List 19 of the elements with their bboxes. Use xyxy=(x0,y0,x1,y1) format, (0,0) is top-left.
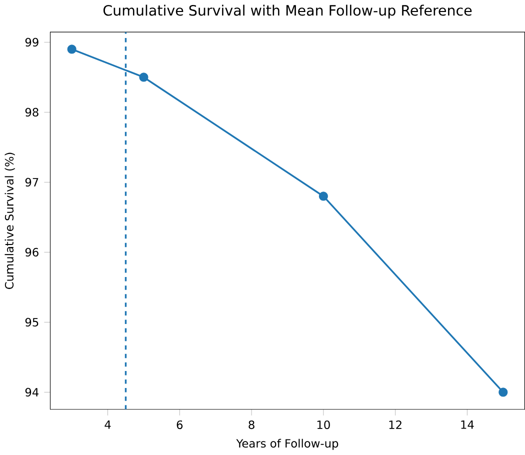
x-tick-label: 14 xyxy=(461,420,474,429)
point xyxy=(139,72,148,82)
x-axis-title: Years of Follow-up xyxy=(236,439,338,450)
y-tick-label: 96 xyxy=(25,248,38,257)
y-axis-title: Cumulative Survival (%) xyxy=(4,152,15,290)
x-tick-label: 12 xyxy=(389,420,402,430)
chart-title: Cumulative Survival with Mean Follow-up Reference xyxy=(103,4,472,19)
x-tick-label: 4 xyxy=(104,420,111,429)
x-tick-label: 10 xyxy=(317,420,330,430)
point xyxy=(67,44,76,54)
y-tick-label: 95 xyxy=(25,318,38,327)
y-tick-label: 94 xyxy=(25,388,39,397)
x-tick-label: 6 xyxy=(176,420,183,430)
point xyxy=(318,192,328,201)
y-tick-label: 97 xyxy=(25,178,38,187)
point xyxy=(498,388,508,397)
y-tick-label: 99 xyxy=(25,38,38,47)
y-tick-label: 98 xyxy=(25,108,38,117)
x-tick-label: 8 xyxy=(248,420,254,430)
